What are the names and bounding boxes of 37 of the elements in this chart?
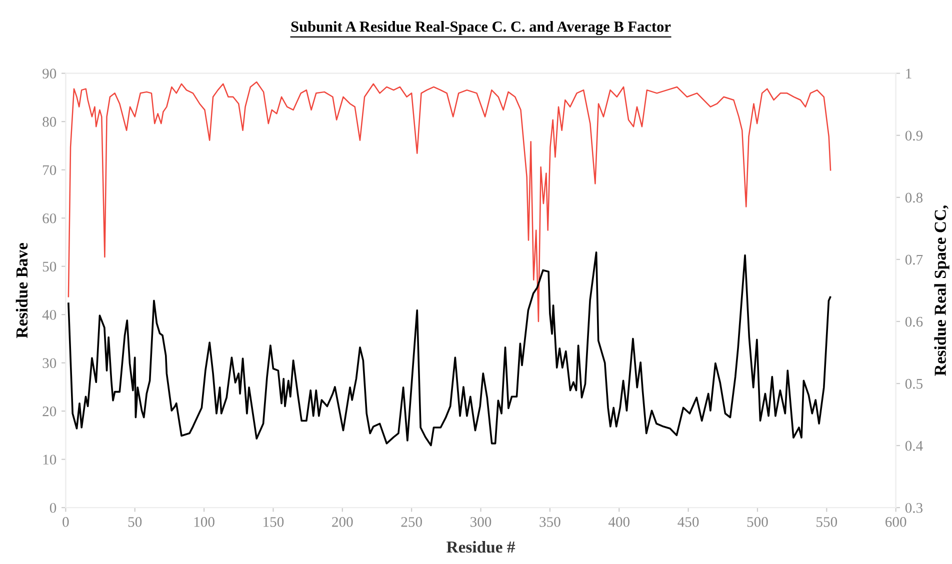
y2-tick-label: 0.9 xyxy=(905,130,922,141)
x-tick-label: 300 xyxy=(470,517,492,527)
x-tick-label: 400 xyxy=(608,517,630,527)
y-tick-label: 90 xyxy=(42,68,56,79)
y2-tick-label: 1 xyxy=(906,68,912,78)
y2-tick-label: 0.6 xyxy=(905,316,923,327)
y2-tick-label: 0.8 xyxy=(905,192,923,203)
y-tick-label: 10 xyxy=(43,454,56,465)
y-tick-label: 30 xyxy=(42,358,56,368)
x-tick-label: 150 xyxy=(264,517,284,527)
x-tick-label: 200 xyxy=(332,517,353,527)
x-tick-label: 500 xyxy=(747,517,768,527)
y-tick-label: 20 xyxy=(42,406,56,416)
y-tick-label: 0 xyxy=(50,502,56,513)
y2-tick-label: 0.4 xyxy=(905,440,923,451)
x-tick-label: 0 xyxy=(62,517,69,527)
y2-tick-label: 0.5 xyxy=(905,378,923,389)
y-tick-label: 60 xyxy=(42,213,56,224)
line-series xyxy=(68,81,832,322)
y-tick-label: 70 xyxy=(43,165,56,176)
x-tick-label: 550 xyxy=(816,517,838,527)
chart-title: Subunit A Residue Real-Space C. C. and Average B Factor xyxy=(291,21,671,36)
x-tick-label: 350 xyxy=(540,517,560,527)
y-tick-label: 80 xyxy=(42,116,56,127)
x-tick-label: 600 xyxy=(886,517,906,527)
x-tick-label: 450 xyxy=(678,517,699,527)
y-tick-label: 40 xyxy=(42,310,56,320)
y2-axis-title: Residue Real Space CC, xyxy=(934,205,950,376)
y-tick-label: 50 xyxy=(42,262,56,272)
y-axis-title: Residue Bave xyxy=(16,242,28,338)
x-tick-label: 250 xyxy=(401,517,422,527)
line-series xyxy=(68,251,832,446)
y2-tick-label: 0.7 xyxy=(905,254,923,265)
y2-tick-label: 0.3 xyxy=(905,502,923,513)
x-tick-label: 50 xyxy=(128,517,142,527)
x-tick-label: 100 xyxy=(194,517,214,527)
x-axis-title: Residue # xyxy=(446,540,516,553)
